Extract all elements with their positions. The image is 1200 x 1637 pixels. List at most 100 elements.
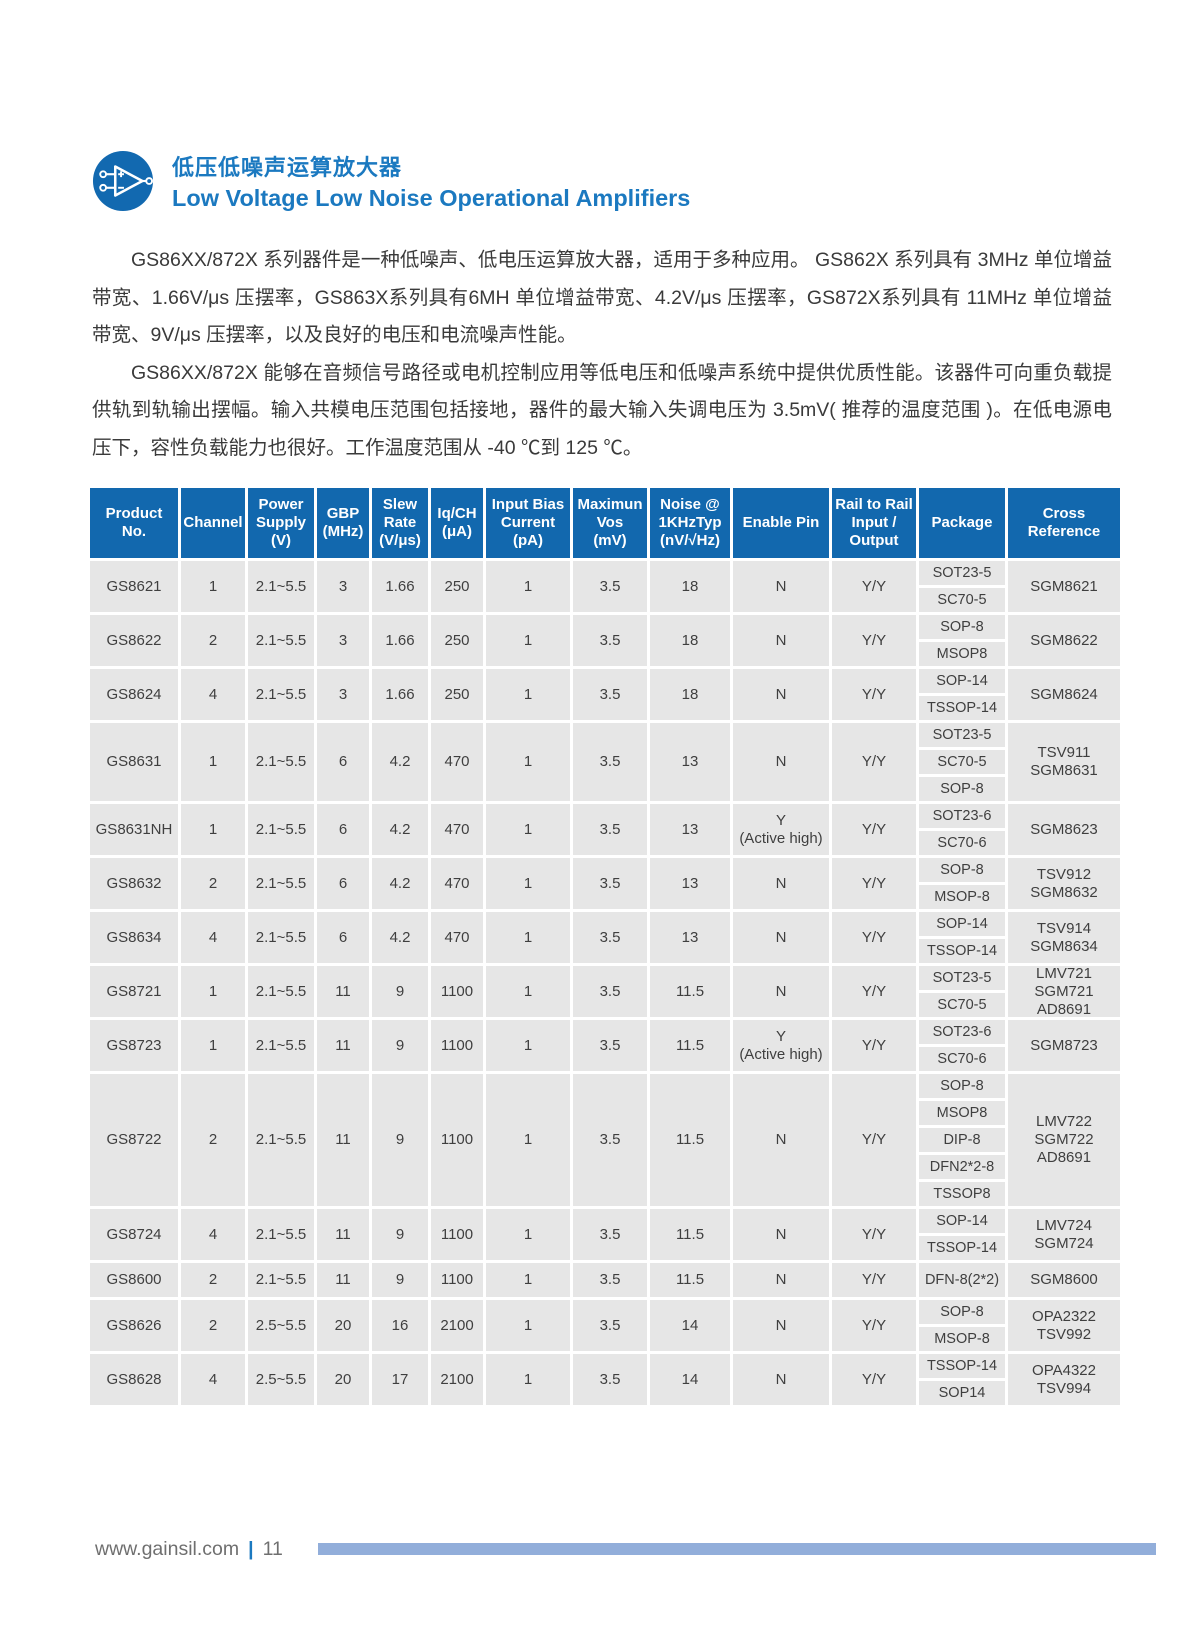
package-option: SOP-8 — [919, 615, 1005, 639]
column-header-gbp: GBP (MHz) — [317, 488, 369, 558]
cell-rail: Y/Y — [832, 1074, 916, 1206]
cell-bias: 1 — [486, 858, 570, 909]
package-option: MSOP8 — [919, 1101, 1005, 1125]
column-header-bias: Input Bias Current (pA) — [486, 488, 570, 558]
footer-url: www.gainsil.com — [95, 1538, 240, 1560]
package-option: TSSOP-14 — [919, 939, 1005, 963]
cell-gbp: 6 — [317, 723, 369, 801]
cell-enable: N — [733, 1263, 829, 1297]
cell-rail: Y/Y — [832, 1354, 916, 1405]
cell-noise: 18 — [650, 669, 730, 720]
table-row: GS8721 1 2.1~5.5 11 9 1100 1 3.5 11.5 N Y/Y SOT23-5… — [90, 965, 1120, 1018]
table-row: GS8621 1 2.1~5.5 3 1.66 250 1 3.5 18 N Y/Y SOT23-5 S… — [90, 561, 1120, 612]
package-option: DIP-8 — [919, 1128, 1005, 1152]
page-title-chinese: 低压低噪声运算放大器 — [172, 155, 403, 180]
cell-enable: N — [733, 912, 829, 963]
cell-rail: Y/Y — [832, 669, 916, 720]
cell-enable: N — [733, 615, 829, 666]
cell-cross: SGM8600 — [1008, 1263, 1120, 1297]
cell-channel: 2 — [181, 1263, 245, 1297]
package-option: TSSOP-14 — [919, 1236, 1005, 1260]
cell-cross: SGM8624 — [1008, 669, 1120, 720]
package-option: MSOP-8 — [919, 1327, 1005, 1351]
cell-channel: 2 — [181, 1300, 245, 1351]
cell-channel: 1 — [181, 804, 245, 855]
cell-product: GS8721 — [90, 966, 178, 1017]
cell-enable: N — [733, 858, 829, 909]
cell-rail: Y/Y — [832, 615, 916, 666]
cell-rail: Y/Y — [832, 1209, 916, 1260]
column-header-channel: Channel — [181, 488, 245, 558]
cell-channel: 1 — [181, 561, 245, 612]
cell-gbp: 3 — [317, 669, 369, 720]
package-cell-group: DFN-8(2*2) — [919, 1263, 1005, 1297]
cell-cross: TSV911 SGM8631 — [1008, 723, 1120, 801]
package-cell-group: SOP-8 MSOP8 — [919, 615, 1005, 666]
cell-cross: TSV914 SGM8634 — [1008, 912, 1120, 963]
description-paragraph-1: GS86XX/872X 系列器件是一种低噪声、低电压运算放大器，适用于多种应用。… — [92, 249, 1112, 346]
cell-supply: 2.1~5.5 — [248, 966, 314, 1017]
cell-rail: Y/Y — [832, 858, 916, 909]
cell-iq: 470 — [431, 912, 483, 963]
cell-supply: 2.1~5.5 — [248, 723, 314, 801]
cell-bias: 1 — [486, 615, 570, 666]
cell-channel: 4 — [181, 1354, 245, 1405]
cell-noise: 13 — [650, 804, 730, 855]
cell-supply: 2.1~5.5 — [248, 804, 314, 855]
cell-slew: 9 — [372, 1074, 428, 1206]
cell-supply: 2.1~5.5 — [248, 858, 314, 909]
cell-bias: 1 — [486, 1354, 570, 1405]
cell-slew: 1.66 — [372, 669, 428, 720]
product-spec-table: Product No. Channel Power Supply (V) GBP (M… — [90, 488, 1120, 1405]
cell-channel: 1 — [181, 723, 245, 801]
cell-product: GS8631NH — [90, 804, 178, 855]
package-option: SC70-5 — [919, 750, 1005, 774]
cell-gbp: 6 — [317, 858, 369, 909]
cell-iq: 1100 — [431, 1209, 483, 1260]
package-cell-group: SOP-8 MSOP-8 — [919, 858, 1005, 909]
cell-supply: 2.1~5.5 — [248, 1209, 314, 1260]
table-row: GS8624 4 2.1~5.5 3 1.66 250 1 3.5 18 N Y/Y SOP-14 TS… — [90, 669, 1120, 720]
cell-cross: SGM8723 — [1008, 1020, 1120, 1071]
cell-gbp: 3 — [317, 561, 369, 612]
cell-iq: 1100 — [431, 966, 483, 1017]
cell-rail: Y/Y — [832, 966, 916, 1017]
cell-enable: Y (Active high) — [733, 1020, 829, 1071]
package-option: SOP-14 — [919, 912, 1005, 936]
cell-supply: 2.5~5.5 — [248, 1354, 314, 1405]
package-cell-group: SOP-14 TSSOP-14 — [919, 1209, 1005, 1260]
cell-noise: 14 — [650, 1300, 730, 1351]
package-option: DFN-8(2*2) — [919, 1263, 1005, 1297]
cell-gbp: 11 — [317, 1074, 369, 1206]
cell-rail: Y/Y — [832, 804, 916, 855]
cell-enable: N — [733, 1300, 829, 1351]
cell-slew: 4.2 — [372, 912, 428, 963]
cell-slew: 16 — [372, 1300, 428, 1351]
cell-enable: N — [733, 1074, 829, 1206]
cell-iq: 2100 — [431, 1300, 483, 1351]
cell-bias: 1 — [486, 912, 570, 963]
cell-channel: 2 — [181, 1074, 245, 1206]
cell-cross: SGM8621 — [1008, 561, 1120, 612]
description-paragraphs: GS86XX/872X 系列器件是一种低噪声、低电压运算放大器，适用于多种应用。… — [92, 242, 1112, 467]
cell-vos: 3.5 — [573, 1354, 647, 1405]
cell-iq: 250 — [431, 615, 483, 666]
cell-gbp: 11 — [317, 1263, 369, 1297]
cell-vos: 3.5 — [573, 561, 647, 612]
cell-iq: 1100 — [431, 1263, 483, 1297]
cell-product: GS8600 — [90, 1263, 178, 1297]
column-header-product: Product No. — [90, 488, 178, 558]
package-option: SOT23-5 — [919, 561, 1005, 585]
cell-noise: 11.5 — [650, 1209, 730, 1260]
cell-noise: 18 — [650, 615, 730, 666]
table-body: GS8621 1 2.1~5.5 3 1.66 250 1 3.5 18 N Y/Y SOT23-5 S… — [90, 561, 1120, 1405]
cell-noise: 18 — [650, 561, 730, 612]
cell-product: GS8634 — [90, 912, 178, 963]
cell-noise: 13 — [650, 912, 730, 963]
cell-rail: Y/Y — [832, 1020, 916, 1071]
cell-slew: 9 — [372, 1263, 428, 1297]
column-header-supply: Power Supply (V) — [248, 488, 314, 558]
cell-rail: Y/Y — [832, 1300, 916, 1351]
cell-cross: LMV721 SGM721 AD8691 — [1008, 965, 1120, 1018]
cell-product: GS8724 — [90, 1209, 178, 1260]
